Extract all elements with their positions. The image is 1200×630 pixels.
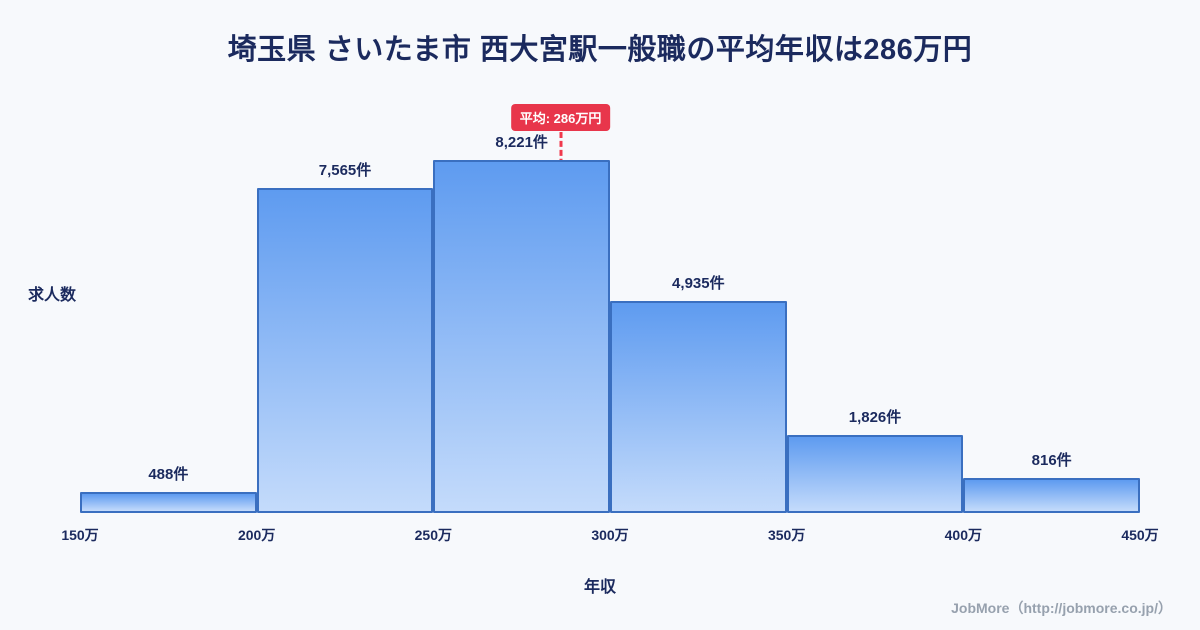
x-tick-label: 450万: [1121, 527, 1159, 543]
x-tick-label: 250万: [414, 527, 453, 543]
x-tick-label: 300万: [591, 527, 629, 543]
y-axis-label: 求人数: [28, 287, 77, 304]
x-tick-label: 400万: [944, 527, 983, 543]
histogram-bar: [610, 301, 787, 513]
x-tick-label: 150万: [61, 527, 99, 543]
histogram-bar: [80, 492, 257, 513]
bar-value-label: 4,935件: [672, 275, 725, 293]
histogram-bar: [963, 477, 1140, 513]
bar-value-label: 8,221件: [495, 133, 548, 151]
bar-value-label: 7,565件: [318, 162, 372, 180]
plot-area: 平均: 286万円 488件 7,565件 8,221件 4,935件 1,826件 81…: [61, 100, 1159, 543]
footer-credit: JobMore（http://jobmore.co.jp/）: [951, 600, 1172, 616]
x-tick-label: 350万: [767, 527, 806, 543]
x-axis-label: 年収: [583, 579, 616, 596]
average-badge: 平均: 286万円: [510, 104, 611, 131]
bar-value-label: 488件: [148, 466, 189, 484]
bar-value-label: 1,826件: [848, 408, 902, 426]
bar-value-label: 816件: [1031, 451, 1072, 469]
histogram-bar: [433, 159, 610, 513]
x-tick-label: 200万: [237, 527, 276, 543]
histogram-bar: [786, 434, 964, 513]
chart-title: 埼玉県 さいたま市 西大宮駅一般職の平均年収は286万円: [227, 34, 973, 66]
histogram-bar: [256, 188, 434, 513]
